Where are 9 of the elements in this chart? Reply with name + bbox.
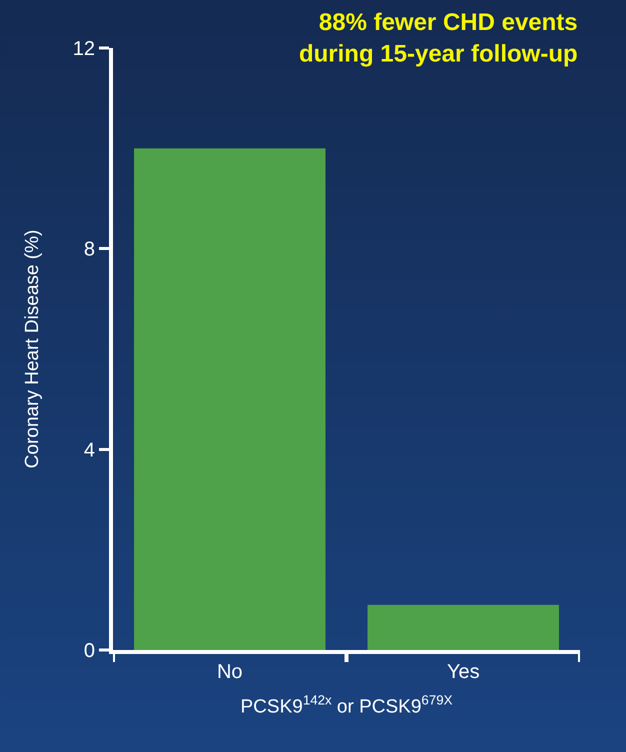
y-axis-title: Coronary Heart Disease (%) xyxy=(22,230,44,468)
x-tick-label: No xyxy=(216,661,243,683)
chart-title: 88% fewer CHD events during 15-year follow-up xyxy=(298,9,578,68)
y-tick-label: 0 xyxy=(84,640,95,662)
y-tick-label: 8 xyxy=(84,238,95,261)
x-axis-title: PCSK9$^{142x}$ or PCSK9$^{679X}$ xyxy=(240,692,453,718)
y-tick-label: 4 xyxy=(84,439,95,462)
x-tick-label: Yes xyxy=(446,661,480,683)
y-tick-label: 12 xyxy=(72,38,95,60)
